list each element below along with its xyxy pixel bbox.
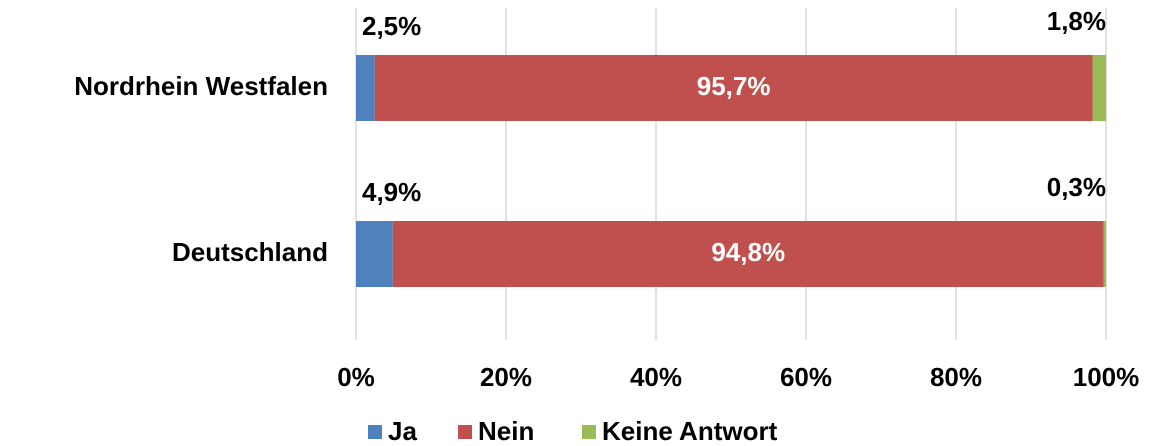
x-tick-label: 60% [780, 362, 832, 392]
legend-swatch [582, 425, 596, 439]
x-tick-label: 20% [480, 362, 532, 392]
bar-segment [1092, 55, 1106, 121]
legend-swatch [368, 425, 382, 439]
x-tick-label: 80% [930, 362, 982, 392]
legend-label: Nein [478, 416, 534, 446]
x-tick-label: 100% [1073, 362, 1140, 392]
x-tick-label: 0% [337, 362, 375, 392]
legend-label: Ja [388, 416, 417, 446]
bar-segment [392, 221, 1104, 287]
value-label: 95,7% [697, 71, 771, 101]
legend-swatch [458, 425, 472, 439]
bar-segment [356, 55, 375, 121]
x-tick-label: 40% [630, 362, 682, 392]
value-label: 1,8% [1047, 6, 1106, 36]
bar-segment [1103, 221, 1106, 287]
bar-segment [356, 221, 393, 287]
legend-label: Keine Antwort [602, 416, 778, 446]
category-label: Nordrhein Westfalen [74, 71, 328, 101]
value-label: 2,5% [362, 11, 421, 41]
value-label: 94,8% [711, 237, 785, 267]
value-label: 4,9% [362, 177, 421, 207]
category-label: Deutschland [172, 237, 328, 267]
value-label: 0,3% [1047, 172, 1106, 202]
bar-segment [374, 55, 1093, 121]
